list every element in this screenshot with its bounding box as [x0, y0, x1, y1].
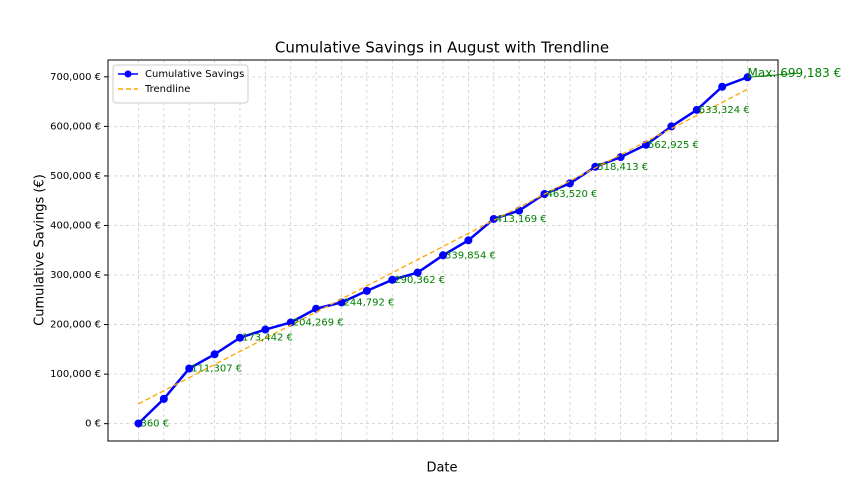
x-axis-label: Date — [426, 461, 457, 476]
y-tick-label: 500,000 € — [50, 171, 101, 182]
point — [362, 286, 371, 295]
legend-label: Trendline — [144, 84, 190, 95]
point — [439, 251, 447, 260]
plot-frame — [107, 59, 779, 442]
point — [185, 364, 194, 373]
y-axis-label: Cumulative Savings (€) — [33, 174, 48, 326]
annotation: 244,792 € — [343, 297, 394, 308]
y-tick-label: 700,000 € — [50, 72, 101, 83]
point — [388, 275, 397, 284]
point — [235, 333, 244, 342]
annotation: 204,269 € — [293, 317, 344, 328]
point — [565, 179, 574, 188]
y-tick-label: 100,000 € — [50, 369, 101, 380]
legend: Cumulative Savings Trendline — [112, 64, 249, 104]
y-tick-label: 300,000 € — [50, 270, 101, 281]
point — [261, 325, 270, 334]
y-tick-label: 400,000 € — [50, 220, 101, 231]
point — [692, 105, 701, 114]
annotation: 413,169 € — [496, 214, 547, 225]
legend-marker — [124, 70, 132, 78]
point — [134, 419, 143, 428]
point — [667, 122, 676, 131]
annotation: 633,324 € — [699, 105, 750, 116]
annotation: 518,413 € — [597, 162, 648, 173]
point — [464, 236, 473, 245]
annotation: 173,442 € — [242, 333, 293, 344]
point — [159, 394, 168, 403]
annotation: 290,362 € — [394, 275, 445, 286]
annotation: 111,307 € — [191, 364, 242, 375]
y-tick-label: 0 € — [85, 419, 101, 430]
chart-title: Cumulative Savings in August with Trendl… — [275, 39, 609, 57]
annotation: 562,925 € — [648, 140, 699, 151]
point — [616, 153, 625, 162]
y-tick-label: 600,000 € — [50, 121, 101, 132]
annotation: 463,520 € — [547, 189, 598, 200]
point — [286, 318, 295, 327]
y-tick-label: 200,000 € — [50, 320, 101, 331]
series-line — [138, 88, 748, 405]
max-pointer — [747, 72, 798, 78]
legend-label: Cumulative Savings — [145, 69, 244, 80]
legend-frame — [112, 64, 249, 104]
point — [413, 268, 422, 277]
point — [591, 162, 600, 171]
point — [718, 82, 727, 91]
annotation: 360 € — [140, 418, 169, 429]
point — [489, 214, 498, 223]
annotation: 339,854 € — [445, 250, 496, 261]
max-annotation: Max: 699,183 € — [748, 66, 842, 80]
point — [210, 350, 219, 359]
